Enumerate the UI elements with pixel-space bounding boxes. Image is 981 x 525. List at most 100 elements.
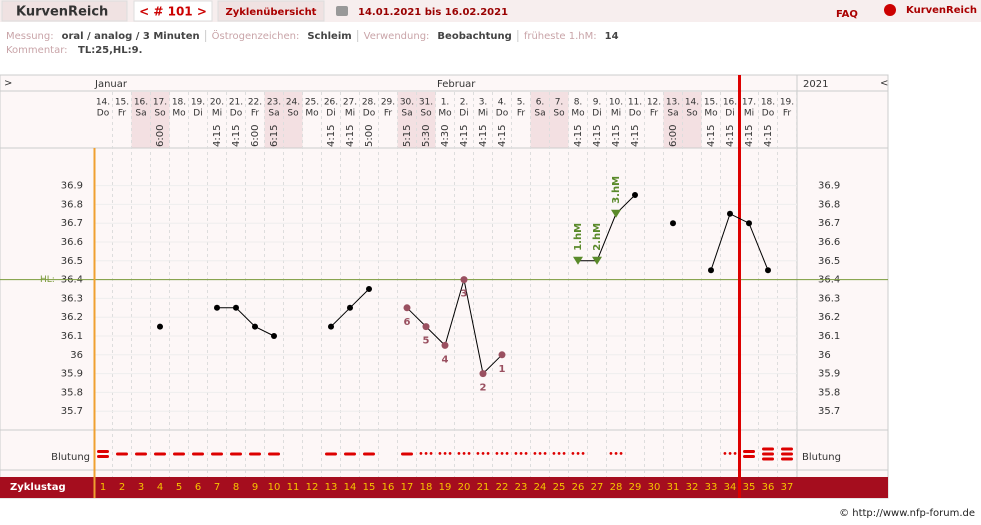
- bleeding-dash: [781, 457, 793, 461]
- low-point: [422, 323, 430, 331]
- weekday: Fr: [384, 109, 393, 119]
- weekday: Do: [363, 109, 376, 119]
- bleeding: •••: [722, 450, 737, 459]
- cycle-day: 8: [233, 482, 239, 493]
- month: Februar: [437, 79, 476, 90]
- column-shade: [131, 92, 151, 148]
- info-value: Beobachtung: [437, 31, 511, 42]
- overview[interactable]: Zyklenübersicht: [226, 7, 317, 18]
- bleeding-dash: [154, 452, 166, 456]
- column-shade: [663, 92, 683, 148]
- time: 4:15: [212, 125, 223, 147]
- date: 1.: [441, 98, 450, 108]
- bleeding-dash: [743, 450, 755, 453]
- cycle-day: 2: [119, 482, 125, 493]
- date: 8.: [574, 98, 583, 108]
- cycle-day: 36: [762, 482, 775, 493]
- logo-icon: [884, 4, 896, 16]
- cycle-day: 26: [572, 482, 585, 493]
- bleeding-dash: [211, 452, 223, 456]
- y-tick-label: 36.5: [818, 256, 840, 267]
- y-tick-label: 36.1: [61, 331, 83, 342]
- info-label: Messung:: [6, 31, 54, 42]
- nav-right[interactable]: <: [880, 78, 888, 89]
- low-point: [441, 341, 449, 349]
- cycle-day: 24: [534, 482, 547, 493]
- nav-box[interactable]: [133, 0, 213, 22]
- y-tick-label: 36.2: [818, 312, 840, 323]
- overview-tab[interactable]: [217, 0, 325, 22]
- weekday: So: [154, 109, 166, 119]
- print-icon[interactable]: [336, 6, 348, 16]
- time: 4:15: [497, 125, 508, 147]
- point: [708, 267, 714, 274]
- low-label: 2: [480, 383, 487, 394]
- y-tick-label: 36.8: [61, 199, 83, 210]
- bleeding-dash: [743, 455, 755, 458]
- cycle-nav[interactable]: < # 101 >: [139, 5, 207, 19]
- faq[interactable]: FAQ: [836, 9, 858, 20]
- bleeding-dash: [268, 452, 280, 456]
- weekday: Fr: [118, 109, 127, 119]
- date: 13.: [666, 98, 680, 108]
- y-tick-label: 36: [818, 350, 831, 361]
- weekday: Do: [629, 109, 642, 119]
- date: 21.: [229, 98, 243, 108]
- weekday: Sa: [268, 109, 279, 119]
- bleeding-dash: [762, 447, 774, 451]
- bleeding: •••: [418, 450, 433, 459]
- info-label: Verwendung:: [364, 31, 430, 42]
- bleeding: [762, 447, 774, 461]
- time: 6:00: [668, 125, 679, 147]
- weekday: Di: [592, 109, 601, 119]
- bleeding-dash: [401, 452, 413, 456]
- bleeding: •••: [532, 450, 547, 459]
- high-label: 3.hM: [611, 176, 622, 204]
- column-shade: [150, 92, 170, 148]
- column-shade: [264, 92, 284, 148]
- info-value: 14: [605, 31, 619, 42]
- info-value: oral / analog / 3 Minuten: [62, 31, 200, 42]
- date: 16.: [723, 98, 737, 108]
- time: 6:15: [269, 125, 280, 147]
- weekday: Di: [725, 109, 734, 119]
- column-shade: [549, 92, 569, 148]
- time: 4:15: [345, 125, 356, 147]
- weekday: Mi: [611, 109, 621, 119]
- column-shade: [283, 92, 303, 148]
- low-label: 4: [442, 354, 449, 365]
- bleeding-dash: [762, 457, 774, 461]
- date: 14.: [685, 98, 699, 108]
- low-label: 5: [423, 336, 430, 347]
- time: 5:00: [364, 125, 375, 147]
- y-tick-label: 36.3: [61, 293, 83, 304]
- time: 4:15: [326, 125, 337, 147]
- point: [157, 323, 163, 330]
- y-tick-label: 36.1: [818, 331, 840, 342]
- time: 6:00: [155, 125, 166, 147]
- point: [233, 304, 239, 311]
- bleeding: [135, 452, 147, 456]
- bleeding: [268, 452, 280, 456]
- weekday: Do: [230, 109, 243, 119]
- cycle-day: 1: [100, 482, 106, 493]
- low-point: [460, 276, 468, 284]
- bleeding: [192, 452, 204, 456]
- cycle-day: 4: [157, 482, 163, 493]
- time: 4:15: [573, 125, 584, 147]
- bleeding-dash: [781, 447, 793, 451]
- cycle-day: 27: [591, 482, 604, 493]
- bleeding-dash: [116, 452, 128, 456]
- bleeding: •••: [437, 450, 452, 459]
- weekday: Fr: [783, 109, 792, 119]
- weekday: Mo: [172, 109, 186, 119]
- cycle-day: 18: [420, 482, 433, 493]
- date-range: 14.01.2021 bis 16.02.2021: [358, 7, 508, 18]
- y-tick-label: 36.7: [818, 218, 840, 229]
- point: [727, 210, 733, 217]
- y-tick-label: 35.8: [818, 387, 840, 398]
- high-point: [573, 256, 583, 265]
- point: [214, 304, 220, 311]
- cycle-day: 22: [496, 482, 509, 493]
- nav-left[interactable]: >: [4, 78, 12, 89]
